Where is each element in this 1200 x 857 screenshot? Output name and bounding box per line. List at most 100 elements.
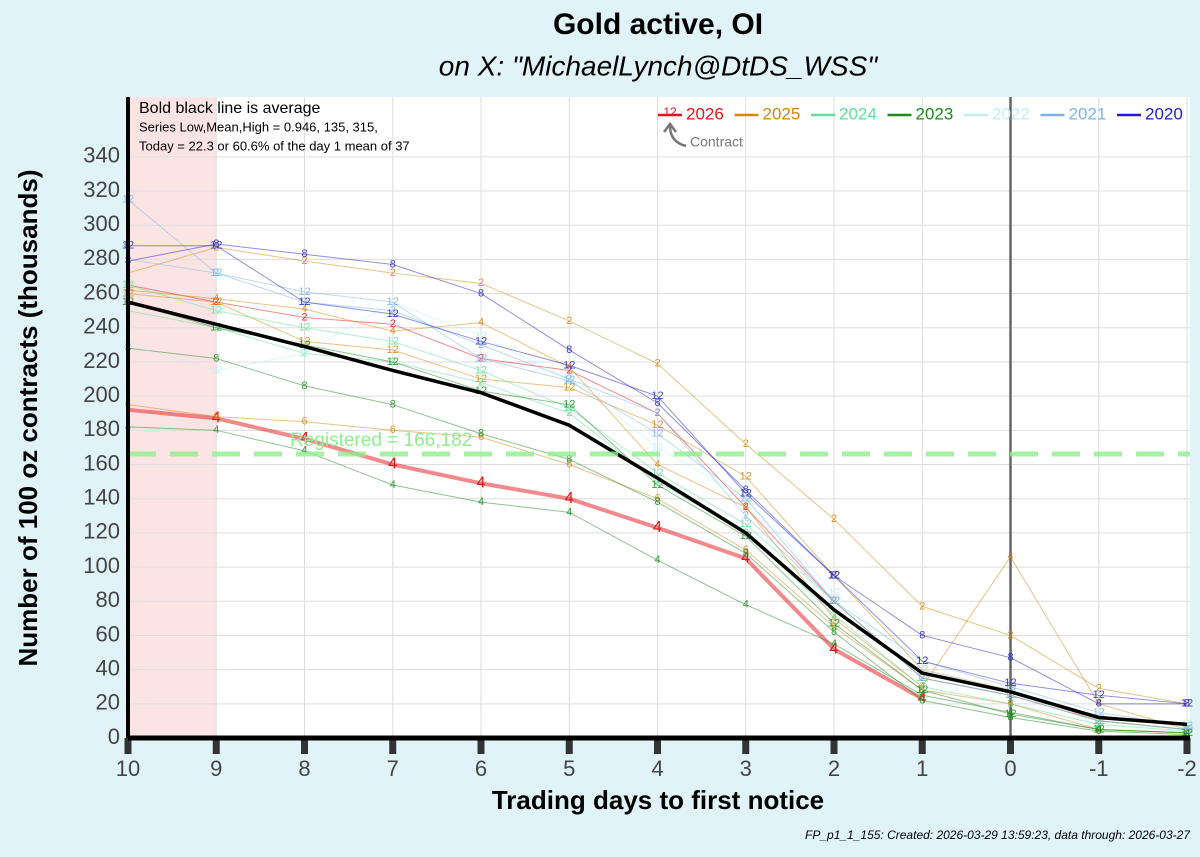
footer: FP_p1_1_155: Created: 2026-03-29 13:59:2… bbox=[805, 828, 1191, 842]
point-label: 12 bbox=[563, 359, 575, 371]
point-label: 12 bbox=[740, 493, 752, 505]
point-label: 4 bbox=[213, 424, 219, 436]
x-tick-label: 1 bbox=[916, 756, 928, 781]
series-line bbox=[127, 347, 1188, 736]
point-label: 8 bbox=[919, 629, 925, 641]
point-label: 4 bbox=[1007, 706, 1013, 718]
series-line bbox=[128, 245, 1188, 705]
y-tick-label: 200 bbox=[83, 382, 120, 407]
note: Bold black line is average bbox=[139, 100, 321, 117]
point-label: 2 bbox=[1096, 715, 1102, 727]
point-label: 2 bbox=[654, 358, 660, 370]
point-label: 2 bbox=[1184, 723, 1190, 735]
series-line bbox=[127, 289, 1188, 730]
point-label: 4 bbox=[918, 690, 927, 707]
point-label: 2 bbox=[919, 600, 925, 612]
x-tick-label: 7 bbox=[387, 756, 399, 781]
point-label: 4 bbox=[478, 496, 484, 508]
chart-title: Gold active, OI bbox=[553, 8, 763, 41]
note: Series Low,Mean,High = 0.946, 135, 315, bbox=[139, 119, 378, 134]
point-label: 8 bbox=[654, 496, 660, 508]
point-label: 8 bbox=[390, 399, 396, 411]
point-label: 12 bbox=[828, 617, 840, 629]
point-label: 4 bbox=[566, 361, 572, 373]
point-label: 12 bbox=[740, 487, 752, 499]
point-label: 12 bbox=[387, 296, 399, 308]
point-label: 4 bbox=[743, 599, 749, 611]
point-label: 8 bbox=[390, 258, 396, 270]
point-label: 2 bbox=[919, 672, 925, 684]
point-label: 2 bbox=[390, 267, 396, 279]
point-label: 12 bbox=[740, 530, 752, 542]
point-label: 4 bbox=[566, 506, 572, 518]
point-label: 2 bbox=[743, 438, 749, 450]
point-label: 12 bbox=[475, 352, 487, 364]
point-label: 2 bbox=[301, 255, 307, 267]
point-label: 8 bbox=[919, 694, 925, 706]
y-tick-label: 320 bbox=[83, 177, 120, 202]
y-tick-label: 240 bbox=[83, 314, 120, 339]
x-tick-label: 4 bbox=[651, 756, 663, 781]
y-tick-label: 140 bbox=[83, 485, 120, 510]
point-label: 4 bbox=[831, 638, 837, 650]
point-label: 2 bbox=[831, 609, 837, 621]
point-label: 12 bbox=[651, 419, 663, 431]
legend-label: 2022 bbox=[992, 104, 1030, 123]
point-label: 6 bbox=[654, 493, 660, 505]
point-label: 8 bbox=[478, 287, 484, 299]
point-label: 12 bbox=[740, 470, 752, 482]
point-label: 8 bbox=[1096, 725, 1102, 737]
x-tick-label: 6 bbox=[475, 756, 487, 781]
y-tick-label: 100 bbox=[83, 553, 120, 578]
point-label: 12 bbox=[298, 347, 310, 359]
series-line bbox=[127, 426, 1188, 734]
legend-contract: 12 bbox=[663, 105, 677, 119]
x-tick-label: 2 bbox=[828, 756, 840, 781]
y-tick-label: 60 bbox=[96, 621, 120, 646]
point-label: 2 bbox=[301, 311, 307, 323]
point-label: 2 bbox=[566, 315, 572, 327]
point-label: 12 bbox=[387, 308, 399, 320]
point-label: 2 bbox=[566, 407, 572, 419]
point-label: 2 bbox=[1007, 698, 1013, 710]
point-label: 2 bbox=[390, 318, 396, 330]
x-tick-label: 10 bbox=[116, 756, 140, 781]
point-label: 8 bbox=[213, 238, 219, 250]
point-label: 12 bbox=[1093, 689, 1105, 701]
point-label: 4 bbox=[390, 325, 396, 337]
point-label: 4 bbox=[301, 445, 307, 457]
point-label: 12 bbox=[563, 399, 575, 411]
legend-contract-caption: Contract bbox=[690, 134, 743, 150]
point-label: 12 bbox=[651, 441, 663, 453]
reference-label: Registered = 166,182 bbox=[290, 430, 472, 451]
y-tick-label: 40 bbox=[96, 655, 120, 680]
x-tick-label: 8 bbox=[298, 756, 310, 781]
point-label: 8 bbox=[743, 547, 749, 559]
point-label: 4 bbox=[831, 612, 837, 624]
y-axis-label: Number of 100 oz contracts (thousands) bbox=[13, 170, 43, 667]
point-label: 8 bbox=[831, 626, 837, 638]
point-label: 12 bbox=[475, 364, 487, 376]
point-label: 4 bbox=[743, 501, 749, 513]
legend-label: 2025 bbox=[763, 104, 801, 123]
point-label: 12 bbox=[563, 381, 575, 393]
point-label: 12 bbox=[828, 570, 840, 582]
series-line bbox=[127, 243, 1187, 705]
y-tick-label: 300 bbox=[83, 211, 120, 236]
y-tick-label: 20 bbox=[96, 690, 120, 715]
point-label: 4 bbox=[477, 475, 486, 492]
point-label: 8 bbox=[654, 397, 660, 409]
x-axis-label: Trading days to first notice bbox=[492, 785, 824, 815]
point-label: 12 bbox=[210, 240, 222, 252]
point-label: 4 bbox=[388, 456, 397, 473]
point-label: 2 bbox=[566, 373, 572, 385]
point-label: 2 bbox=[1007, 629, 1013, 641]
y-tick-label: 180 bbox=[83, 416, 120, 441]
point-label: 2 bbox=[390, 305, 396, 317]
point-label: 4 bbox=[653, 519, 662, 536]
y-tick-label: 120 bbox=[83, 519, 120, 544]
point-label: 2 bbox=[654, 407, 660, 419]
y-tick-label: 260 bbox=[83, 279, 120, 304]
y-tick-label: 0 bbox=[108, 724, 120, 749]
point-label: 6 bbox=[213, 411, 219, 423]
